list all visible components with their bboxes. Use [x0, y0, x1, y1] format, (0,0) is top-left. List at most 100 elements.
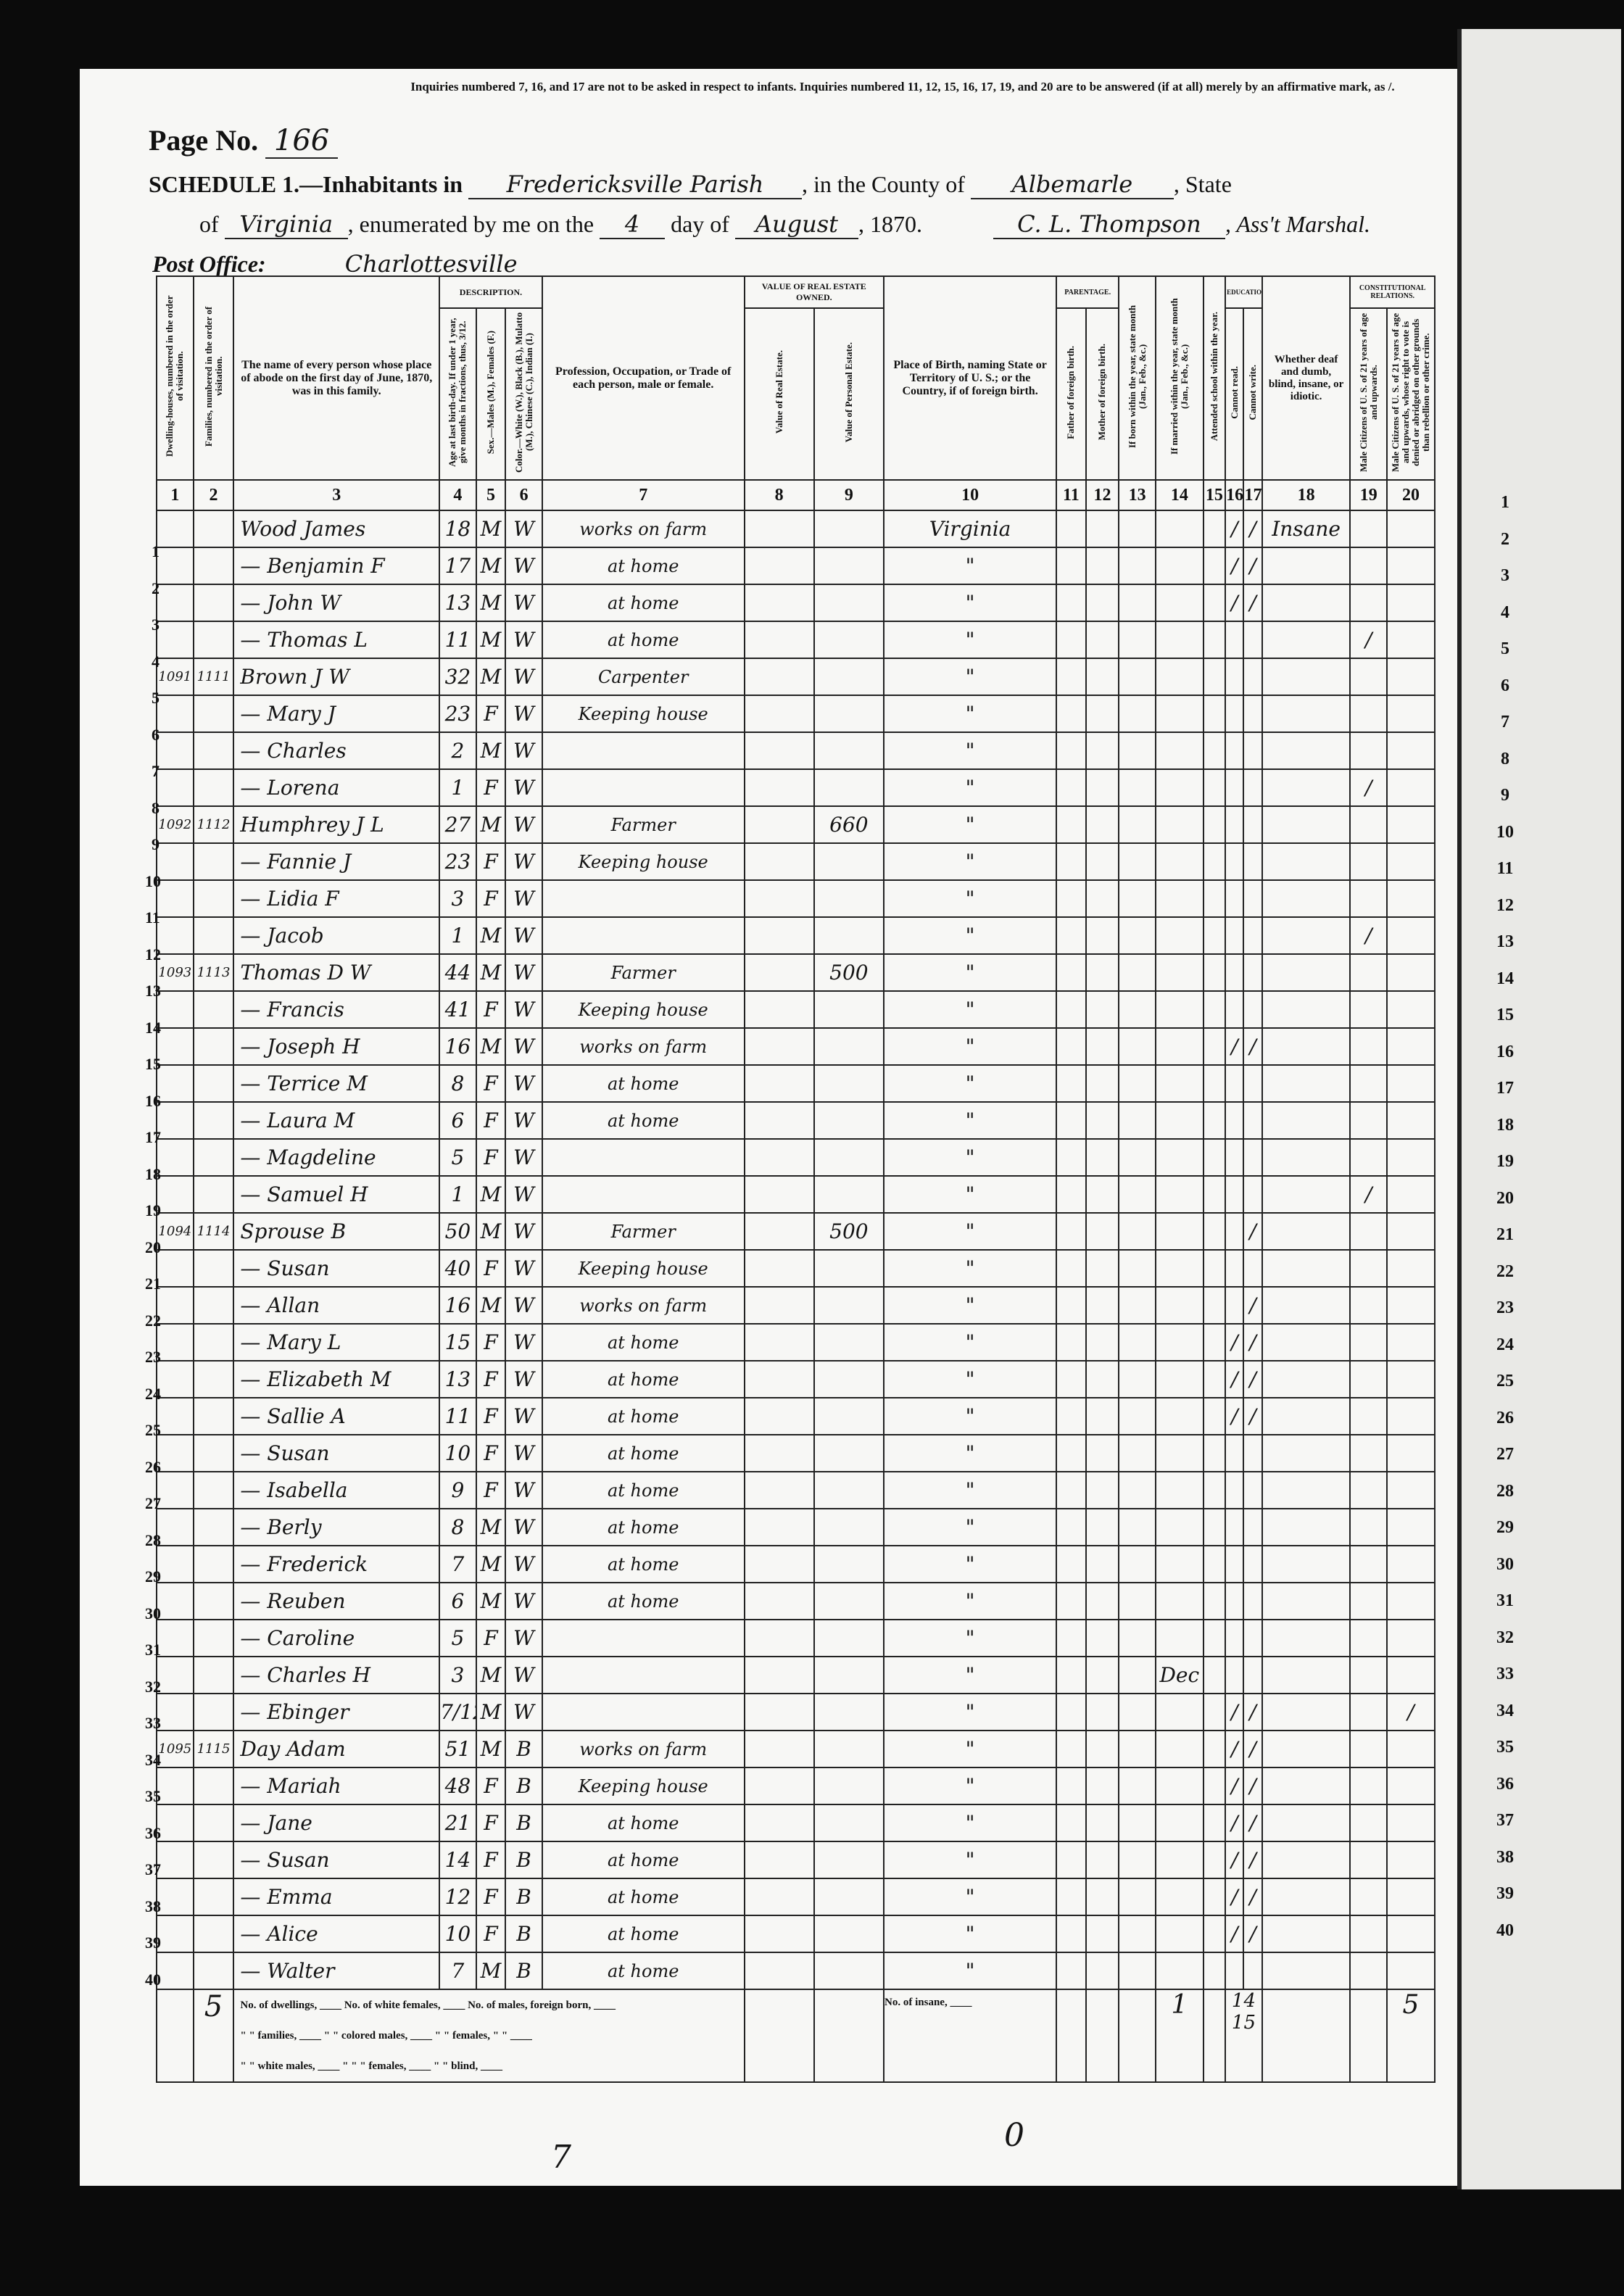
line-number: 27: [145, 1494, 161, 1512]
disability: [1261, 1471, 1351, 1509]
adjacent-line-number: 29: [1496, 1518, 1514, 1537]
attended-school: [1202, 1471, 1227, 1509]
disability: [1261, 695, 1351, 733]
sex: F: [475, 1360, 507, 1398]
column-number: 4: [439, 479, 477, 511]
color: W: [505, 805, 543, 844]
line-number: 15: [145, 1055, 161, 1073]
dwelling-number: [156, 695, 194, 733]
person-name: — Susan: [233, 1434, 441, 1472]
male-citizen: [1349, 1804, 1388, 1842]
personal-estate-value: [813, 1138, 885, 1177]
person-name: — Magdeline: [233, 1138, 441, 1177]
cannot-write: [1243, 768, 1263, 807]
mother-foreign: [1085, 1360, 1120, 1398]
family-number: [192, 547, 235, 585]
family-number: [192, 1434, 235, 1472]
occupation: Keeping house: [541, 1249, 745, 1288]
real-estate-value: [743, 916, 815, 955]
mother-foreign: [1085, 1212, 1120, 1251]
adjacent-line-number: 1: [1501, 493, 1509, 512]
vote-denied: [1386, 1101, 1436, 1140]
vote-denied: [1386, 1175, 1436, 1214]
age: 7/12: [439, 1693, 477, 1731]
father-foreign: [1056, 1027, 1087, 1066]
adjacent-page-strip: 1 2 3 4 5 6 7 8 9 10 11 12 13 14 15 16 17 18 19 20 21 22 23 24 2…: [1457, 29, 1621, 2189]
census-row: — Jacob 1 M W " /: [156, 916, 1436, 955]
father-foreign: [1056, 658, 1087, 696]
person-name: — Lorena: [233, 768, 441, 807]
vote-denied: [1386, 1138, 1436, 1177]
person-name: — Walter: [233, 1952, 441, 1990]
occupation: Farmer: [541, 953, 745, 992]
age: 23: [439, 842, 477, 881]
vote-denied: [1386, 1249, 1436, 1288]
mother-foreign: [1085, 1767, 1120, 1805]
column-number: 7: [541, 479, 745, 511]
cannot-read: [1225, 990, 1245, 1029]
personal-estate-value: [813, 1915, 885, 1953]
cannot-write: /: [1243, 1323, 1263, 1362]
occupation: at home: [541, 1915, 745, 1953]
married-in-year: [1154, 1064, 1204, 1103]
born-in-year: [1118, 1730, 1156, 1768]
color: B: [505, 1915, 543, 1953]
adjacent-line-number: 5: [1501, 639, 1509, 658]
married-in-year: [1154, 1545, 1204, 1583]
age: 5: [439, 1138, 477, 1177]
census-row: 1094 1114 Sprouse B 50 M W Farmer 500 " /: [156, 1212, 1436, 1251]
married-in-year: [1154, 1804, 1204, 1842]
married-in-year: [1154, 510, 1204, 548]
male-citizen: [1349, 1138, 1388, 1177]
footer-col12: [1085, 1989, 1120, 2083]
attended-school: [1202, 1656, 1227, 1694]
married-in-year: [1154, 1027, 1204, 1066]
county-label: , in the County of: [802, 171, 965, 197]
occupation: at home: [541, 1804, 745, 1842]
cannot-read: /: [1225, 584, 1245, 622]
color: B: [505, 1952, 543, 1990]
dwelling-number: 1094: [156, 1212, 194, 1251]
sex: M: [475, 732, 507, 770]
born-in-year: [1118, 1878, 1156, 1916]
adjacent-line-number: 9: [1501, 786, 1509, 805]
real-estate-value: [743, 695, 815, 733]
color: W: [505, 547, 543, 585]
male-citizen: [1349, 732, 1388, 770]
disability: [1261, 1508, 1351, 1546]
attended-school: [1202, 732, 1227, 770]
occupation: [541, 879, 745, 918]
married-in-year: [1154, 1323, 1204, 1362]
personal-estate-value: [813, 1064, 885, 1103]
mother-foreign: [1085, 1804, 1120, 1842]
born-in-year: [1118, 1841, 1156, 1879]
real-estate-value: [743, 805, 815, 844]
family-number: [192, 1471, 235, 1509]
family-number: 1112: [192, 805, 235, 844]
occupation: at home: [541, 1360, 745, 1398]
dwelling-number: 1093: [156, 953, 194, 992]
marshal-label: , Ass't Marshal.: [1225, 211, 1371, 237]
personal-estate-value: [813, 1027, 885, 1066]
mother-foreign: [1085, 1619, 1120, 1657]
birthplace: ": [883, 990, 1058, 1029]
sex: F: [475, 1841, 507, 1879]
cannot-write: /: [1243, 1915, 1263, 1953]
day-value: 4: [600, 210, 666, 239]
cannot-write: [1243, 953, 1263, 992]
person-name: — Francis: [233, 990, 441, 1029]
disability: [1261, 1878, 1351, 1916]
cannot-write: /: [1243, 1841, 1263, 1879]
family-number: [192, 1656, 235, 1694]
personal-estate-value: 500: [813, 1212, 885, 1251]
male-citizen: [1349, 1101, 1388, 1140]
birthplace: ": [883, 1730, 1058, 1768]
page-number-line: Page No. 166: [149, 123, 339, 159]
state-value: Virginia: [224, 210, 348, 239]
disability: [1261, 768, 1351, 807]
